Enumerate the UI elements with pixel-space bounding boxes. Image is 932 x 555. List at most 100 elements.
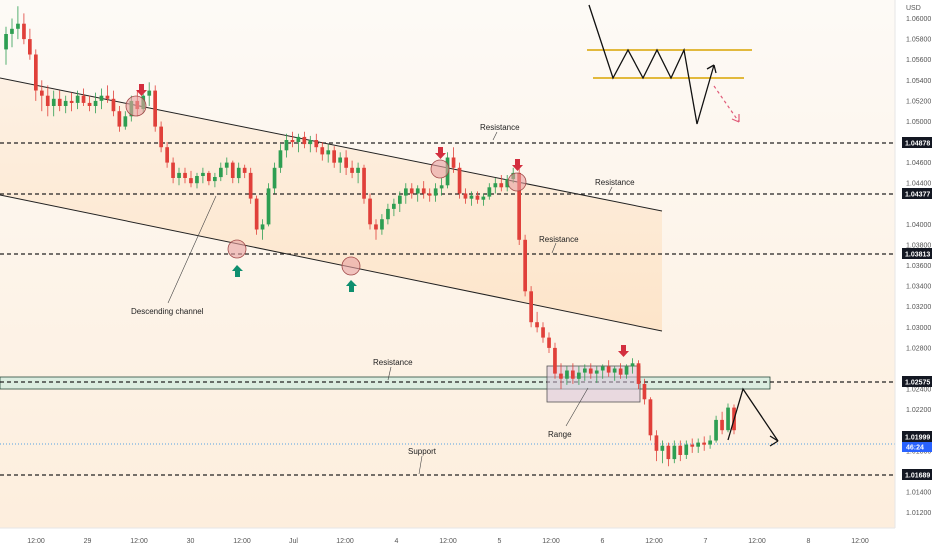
candle-body <box>111 98 116 112</box>
sketch-alt-arrowhead <box>731 118 740 123</box>
candle-body <box>374 224 378 230</box>
candle-body <box>535 322 539 328</box>
candle-body <box>195 176 199 184</box>
candle-body <box>177 172 181 178</box>
range-box <box>546 365 641 403</box>
candle-body <box>57 98 62 106</box>
y-tick-label: 1.06000 <box>906 16 931 23</box>
candle-body <box>696 442 700 447</box>
touch-circle <box>227 239 247 259</box>
y-tick-label: 1.02200 <box>906 407 931 414</box>
x-tick-label: 12:00 <box>233 538 251 545</box>
y-tick-label: 1.03000 <box>906 325 931 332</box>
candle-body <box>600 366 605 371</box>
candle-body <box>392 203 396 209</box>
candle-body <box>40 90 44 96</box>
candle-body <box>523 239 527 292</box>
candle-body <box>433 188 438 196</box>
candle-body <box>594 370 599 374</box>
candle-body <box>51 98 56 106</box>
candle-body <box>45 95 50 106</box>
label-pointer <box>387 366 392 381</box>
annotation-descending-channel: Descending channel <box>131 307 204 316</box>
x-tick-label: 8 <box>807 538 811 545</box>
candle-body <box>529 291 533 323</box>
candle-body <box>242 167 247 173</box>
annotation-resistance-3: Resistance <box>539 235 579 244</box>
sketch-arrowhead <box>713 64 717 74</box>
label-pointer <box>418 455 423 475</box>
y-tick-label: 1.05600 <box>906 57 931 64</box>
candle-body <box>386 208 390 220</box>
down-arrow-icon <box>512 159 523 171</box>
touch-circle <box>430 159 450 179</box>
price-axis[interactable] <box>895 0 932 550</box>
candle-body <box>618 368 623 375</box>
projection-path <box>727 387 779 442</box>
candle-body <box>99 95 104 101</box>
candle-body <box>583 368 587 373</box>
price-box-current: 1.01999 <box>902 431 932 442</box>
candle-body <box>409 188 414 194</box>
candle-body <box>654 435 659 451</box>
price-box-support: 1.01689 <box>902 469 932 480</box>
projection-arrowhead <box>769 435 779 442</box>
channel-upper-line <box>0 77 663 212</box>
price-box-text: 1.04377 <box>905 192 930 199</box>
sketch-alt-path <box>713 85 740 123</box>
candle-body <box>630 363 635 367</box>
x-tick-label: 12:00 <box>27 538 45 545</box>
x-tick-label: 6 <box>601 538 605 545</box>
candle-body <box>481 196 486 200</box>
candle-body <box>224 162 229 168</box>
buy-arrows <box>232 265 357 292</box>
x-tick-label: 5 <box>498 538 502 545</box>
candle-body <box>517 172 521 240</box>
price-box-resistance-3: 1.03813 <box>902 248 932 259</box>
candle-body <box>183 172 187 178</box>
candle-body <box>553 347 557 374</box>
candle-body <box>314 140 319 148</box>
candle-body <box>147 90 152 96</box>
touch-circle <box>507 172 527 192</box>
y-tick-label: 1.04600 <box>906 160 931 167</box>
candle-body <box>356 167 360 173</box>
label-pointer <box>492 131 498 141</box>
y-tick-label: 1.05400 <box>906 78 931 85</box>
time-axis[interactable] <box>0 528 932 550</box>
candle-body <box>463 193 468 199</box>
candle-body <box>624 366 629 375</box>
candle-body <box>105 95 110 99</box>
candle-body <box>690 444 695 447</box>
candle-body <box>207 172 211 182</box>
candle-body <box>505 179 510 188</box>
candle-body <box>606 366 611 373</box>
down-arrow-icon <box>136 84 147 96</box>
candle-body <box>541 327 545 338</box>
down-arrow-icon <box>618 345 629 357</box>
up-arrow-icon <box>232 265 243 277</box>
candle-body <box>28 39 32 55</box>
candle-body <box>559 373 563 379</box>
price-box-resistance-2: 1.04377 <box>902 188 932 199</box>
x-tick-label: 29 <box>84 538 92 545</box>
price-box-text: 1.01689 <box>905 473 930 480</box>
x-tick-label: 12:00 <box>130 538 148 545</box>
x-tick-label: 12:00 <box>439 538 457 545</box>
candle-body <box>493 183 498 188</box>
candle-body <box>296 136 301 142</box>
candle-body <box>332 150 336 163</box>
y-tick-label: 1.03600 <box>906 263 931 270</box>
candle-body <box>34 54 38 91</box>
candle-body <box>278 150 283 168</box>
candle-body <box>266 188 271 225</box>
candle-body <box>75 95 80 103</box>
price-box-text: 1.01999 <box>905 435 930 442</box>
candle-body <box>588 368 593 374</box>
candle-body <box>350 167 354 173</box>
annotation-range: Range <box>548 430 572 439</box>
x-axis-ticks: 12:00 29 12:00 30 12:00 Jul 12:00 4 12:00 5 12:00 6… <box>27 538 869 545</box>
x-tick-label: 12:00 <box>542 538 560 545</box>
candle-body <box>475 195 480 200</box>
